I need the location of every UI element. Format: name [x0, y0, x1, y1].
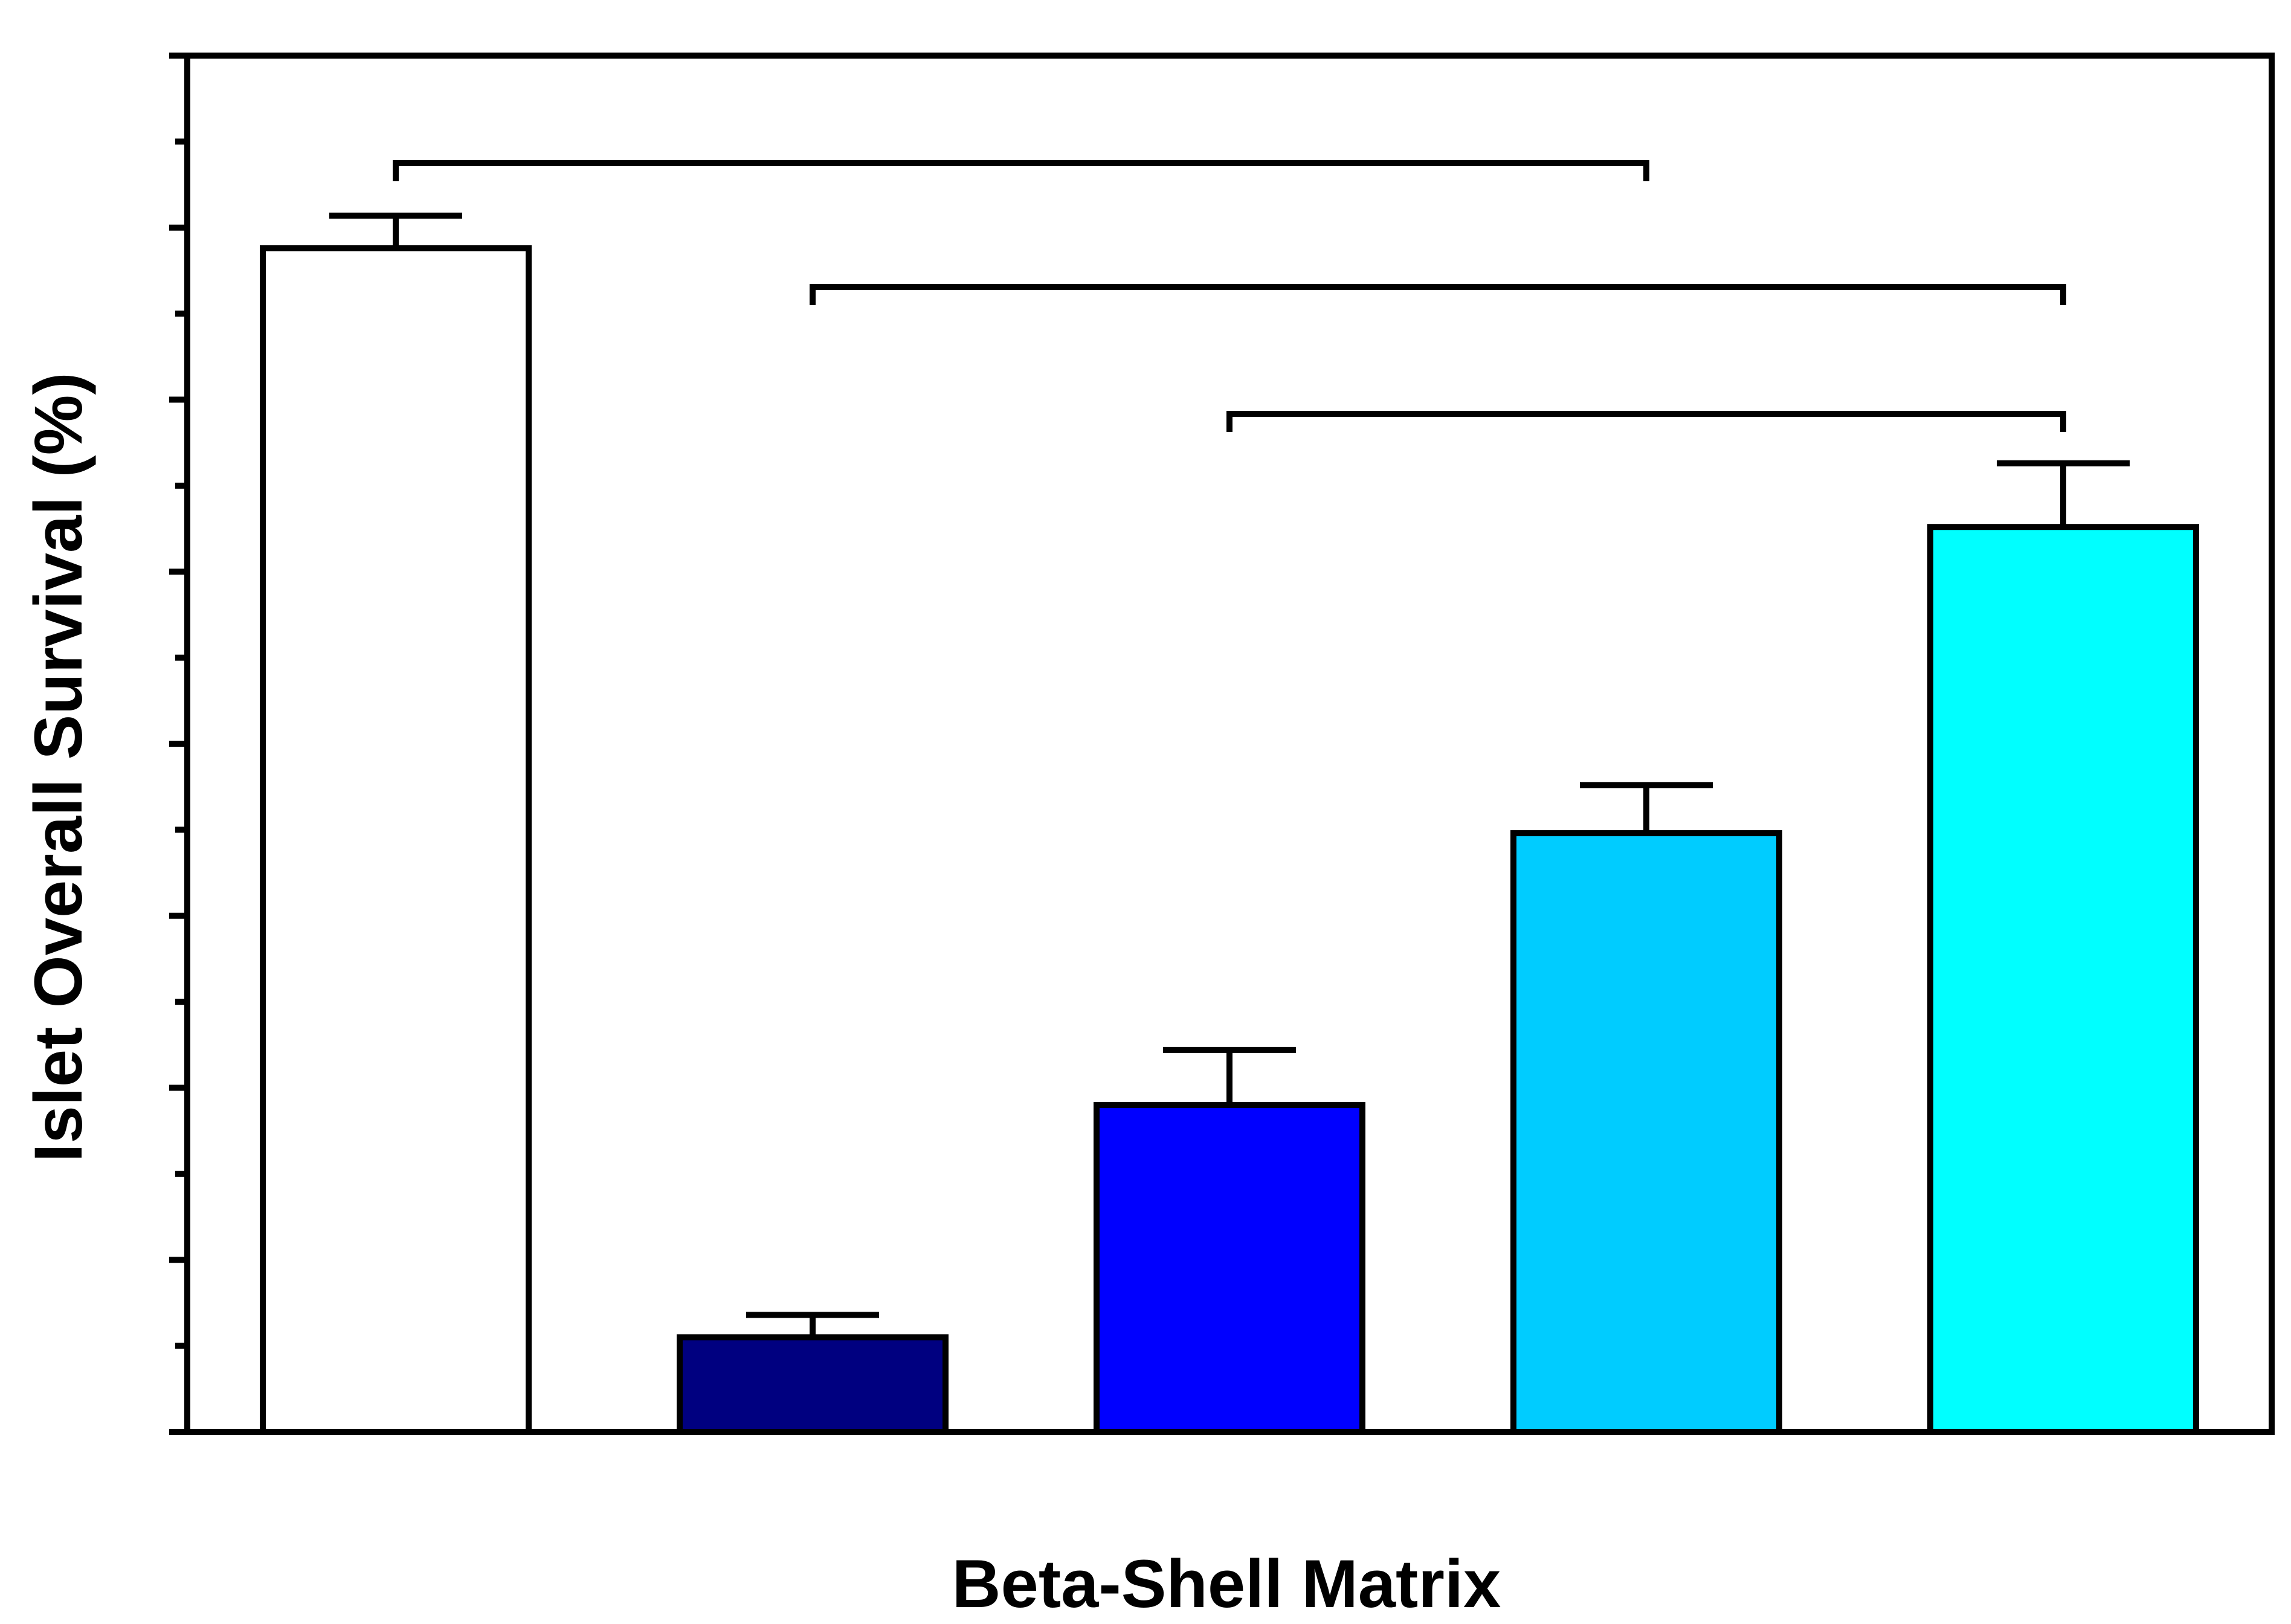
bars: [260, 212, 2199, 1436]
bar: [677, 1334, 949, 1435]
bar: [1510, 830, 1782, 1435]
y-axis-title: Islet Overall Survival (%): [21, 372, 96, 1162]
significance-brackets: [393, 160, 2066, 432]
bar: [260, 245, 532, 1435]
bar: [1094, 1101, 1365, 1435]
bar: [1927, 524, 2199, 1436]
x-axis-title: Beta-Shell Matrix: [952, 1546, 1501, 1622]
